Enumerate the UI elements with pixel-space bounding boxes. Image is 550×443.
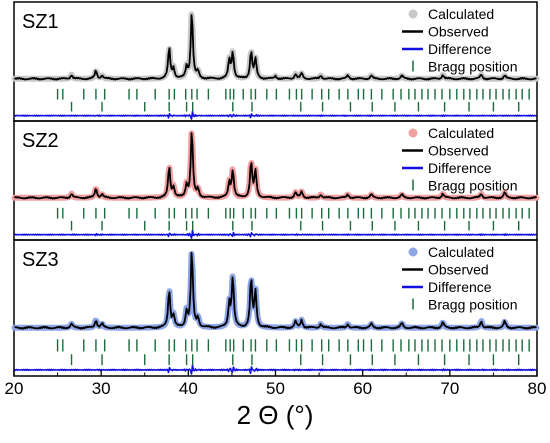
x-axis: 2 Θ (°) 20 30 40 50 60 70 80 <box>5 370 547 430</box>
series-observed <box>13 14 537 81</box>
legend-label-observed: Observed <box>428 262 489 278</box>
x-tick-label: 20 <box>5 379 24 398</box>
x-tick-label: 40 <box>179 379 198 398</box>
series-difference <box>14 110 537 120</box>
series-difference <box>14 229 537 239</box>
legend-label-bragg: Bragg position <box>428 297 518 313</box>
legend-label-difference: Difference <box>428 160 492 176</box>
panel-label: SZ1 <box>22 11 59 33</box>
legend-marker-calculated <box>408 9 418 19</box>
panel-label: SZ3 <box>22 249 59 271</box>
series-observed <box>14 252 537 330</box>
legend-label-difference: Difference <box>428 279 492 295</box>
legend-label-calculated: Calculated <box>428 244 494 260</box>
panel-label: SZ2 <box>22 130 59 152</box>
series-difference <box>13 364 537 375</box>
legend-label-bragg: Bragg position <box>428 59 518 75</box>
legend-label-difference: Difference <box>428 41 492 57</box>
legend-label-calculated: Calculated <box>428 125 494 141</box>
x-tick-label: 50 <box>266 379 285 398</box>
x-tick-label: 80 <box>528 379 547 398</box>
legend-label-observed: Observed <box>428 143 489 159</box>
x-tick-label: 70 <box>440 379 459 398</box>
legend-label-observed: Observed <box>428 24 489 40</box>
series-observed <box>13 132 538 200</box>
x-tick-label: 30 <box>92 379 111 398</box>
legend-marker-calculated <box>408 247 418 257</box>
x-tick-label: 60 <box>353 379 372 398</box>
x-axis-label: 2 Θ (°) <box>237 400 314 430</box>
legend-label-bragg: Bragg position <box>428 178 518 194</box>
legend-marker-calculated <box>408 128 418 138</box>
legend-label-calculated: Calculated <box>428 6 494 22</box>
